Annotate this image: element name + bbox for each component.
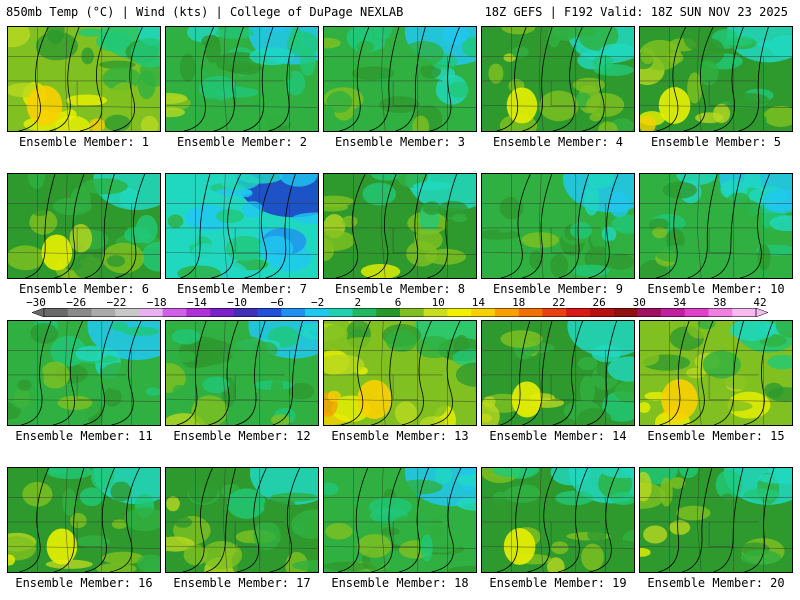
colorbar-tick-label: −10 <box>227 296 248 309</box>
ensemble-member-map <box>639 320 793 426</box>
colorbar-tick-label: 14 <box>471 296 486 309</box>
colorbar-segment <box>708 308 733 317</box>
colorbar-segment <box>328 308 353 317</box>
ensemble-member-map <box>165 467 319 573</box>
colorbar-tick-label: 42 <box>753 296 767 309</box>
ensemble-member-label: Ensemble Member: 17 <box>173 576 311 590</box>
colorbar-segment <box>542 308 567 317</box>
colorbar-tick-label: −6 <box>270 296 284 309</box>
ensemble-member-label: Ensemble Member: 8 <box>334 282 466 296</box>
colorbar-segment <box>281 308 306 317</box>
colorbar-segment <box>661 308 686 317</box>
ensemble-member-label: Ensemble Member: 3 <box>334 135 466 149</box>
ensemble-member-label: Ensemble Member: 16 <box>15 576 153 590</box>
colorbar-segment <box>233 308 258 317</box>
colorbar-tick-label: 6 <box>394 296 402 309</box>
ensemble-member-map <box>639 467 793 573</box>
colorbar-segment <box>589 308 614 317</box>
ensemble-member-label: Ensemble Member: 9 <box>492 282 624 296</box>
temperature-colorbar <box>32 308 768 317</box>
ensemble-member-label: Ensemble Member: 1 <box>18 135 150 149</box>
ensemble-member-map <box>481 467 635 573</box>
colorbar-segment <box>138 308 163 317</box>
ensemble-member-map <box>639 26 793 132</box>
colorbar-segment <box>352 308 377 317</box>
colorbar-segment <box>400 308 425 317</box>
colorbar-tick-label: −14 <box>186 296 207 309</box>
ensemble-member-map <box>323 173 477 279</box>
ensemble-member-map <box>165 26 319 132</box>
colorbar-segment <box>115 308 140 317</box>
ensemble-member-label: Ensemble Member: 2 <box>176 135 308 149</box>
colorbar-segment <box>376 308 401 317</box>
colorbar-segment <box>518 308 543 317</box>
ensemble-member-map <box>323 320 477 426</box>
ensemble-member-label: Ensemble Member: 13 <box>331 429 469 443</box>
ensemble-member-map <box>481 320 635 426</box>
colorbar-tick-label: 22 <box>552 296 566 309</box>
colorbar-tick-label: 34 <box>672 296 687 309</box>
colorbar-tick-label: −26 <box>66 296 87 309</box>
ensemble-member-label: Ensemble Member: 18 <box>331 576 469 590</box>
colorbar-segment <box>613 308 638 317</box>
colorbar-tick-label: −30 <box>26 296 46 309</box>
colorbar-segment <box>447 308 472 317</box>
ensemble-member-label: Ensemble Member: 20 <box>647 576 785 590</box>
colorbar-arrow-high <box>755 308 768 317</box>
colorbar-segment <box>637 308 662 317</box>
colorbar-segment <box>494 308 519 317</box>
ensemble-member-label: Ensemble Member: 4 <box>492 135 624 149</box>
colorbar-segment <box>566 308 591 317</box>
ensemble-member-label: Ensemble Member: 11 <box>15 429 153 443</box>
colorbar-tick-label: 18 <box>512 296 526 309</box>
colorbar-tick-label: 26 <box>592 296 606 309</box>
ensemble-member-label: Ensemble Member: 15 <box>647 429 785 443</box>
ensemble-member-label: Ensemble Member: 10 <box>647 282 785 296</box>
ensemble-member-map <box>323 26 477 132</box>
colorbar-arrow-low <box>32 308 45 317</box>
colorbar-tick-label: 10 <box>431 296 445 309</box>
map-title: 850mb Temp (°C) | Wind (kts) | College o… <box>6 5 404 19</box>
ensemble-member-map <box>481 173 635 279</box>
colorbar-segment <box>423 308 448 317</box>
colorbar-segment <box>67 308 92 317</box>
colorbar-segment <box>186 308 211 317</box>
ensemble-member-map <box>639 173 793 279</box>
colorbar-segment <box>91 308 116 317</box>
colorbar-segment <box>44 308 69 317</box>
ensemble-member-map <box>7 173 161 279</box>
colorbar-tick-label: −22 <box>106 296 127 309</box>
colorbar-segment <box>210 308 235 317</box>
ensemble-member-map <box>481 26 635 132</box>
colorbar-tick-label: −2 <box>310 296 325 309</box>
colorbar-segment <box>162 308 187 317</box>
colorbar-segment <box>684 308 709 317</box>
run-valid-time: 18Z GEFS | F192 Valid: 18Z SUN NOV 23 20… <box>484 5 788 19</box>
colorbar-segment <box>471 308 496 317</box>
colorbar-segment <box>305 308 330 317</box>
ensemble-member-label: Ensemble Member: 19 <box>489 576 627 590</box>
colorbar-segment <box>257 308 282 317</box>
ensemble-member-map <box>7 26 161 132</box>
ensemble-member-label: Ensemble Member: 5 <box>650 135 782 149</box>
colorbar-tick-label: −18 <box>146 296 167 309</box>
ensemble-member-label: Ensemble Member: 14 <box>489 429 627 443</box>
colorbar-tick-label: 30 <box>632 296 646 309</box>
ensemble-member-label: Ensemble Member: 12 <box>173 429 311 443</box>
ensemble-member-map <box>7 467 161 573</box>
colorbar-tick-label: 2 <box>354 296 362 309</box>
ensemble-member-label: Ensemble Member: 6 <box>18 282 150 296</box>
colorbar-tick-label: 38 <box>713 296 727 309</box>
colorbar-segment <box>732 308 757 317</box>
ensemble-member-map <box>7 320 161 426</box>
ensemble-member-map <box>165 320 319 426</box>
ensemble-member-label: Ensemble Member: 7 <box>176 282 308 296</box>
ensemble-member-map <box>323 467 477 573</box>
ensemble-member-map <box>165 173 319 279</box>
